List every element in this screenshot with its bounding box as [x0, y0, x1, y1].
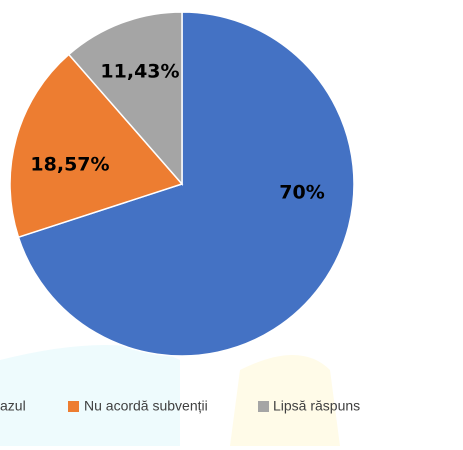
- pie-slice: [9, 53, 184, 239]
- legend-label: Lipsă răspuns: [273, 398, 360, 414]
- legend-label: azul: [0, 398, 26, 414]
- pie: 70% 18,57% 11,43%: [9, 11, 355, 357]
- legend-swatch: [68, 401, 79, 412]
- data-label: 18,57%: [30, 154, 109, 176]
- legend-label: Nu acordă subvenții: [84, 398, 208, 414]
- legend: azul Nu acordă subvenții Lipsă răspuns: [0, 398, 360, 414]
- legend-swatch: [258, 401, 269, 412]
- data-label: 11,43%: [100, 61, 179, 83]
- background-shape: [0, 345, 180, 446]
- background-shape: [230, 355, 340, 446]
- pie-slice: [17, 11, 355, 357]
- data-label: 70%: [279, 182, 324, 204]
- pie-slice: [67, 11, 183, 186]
